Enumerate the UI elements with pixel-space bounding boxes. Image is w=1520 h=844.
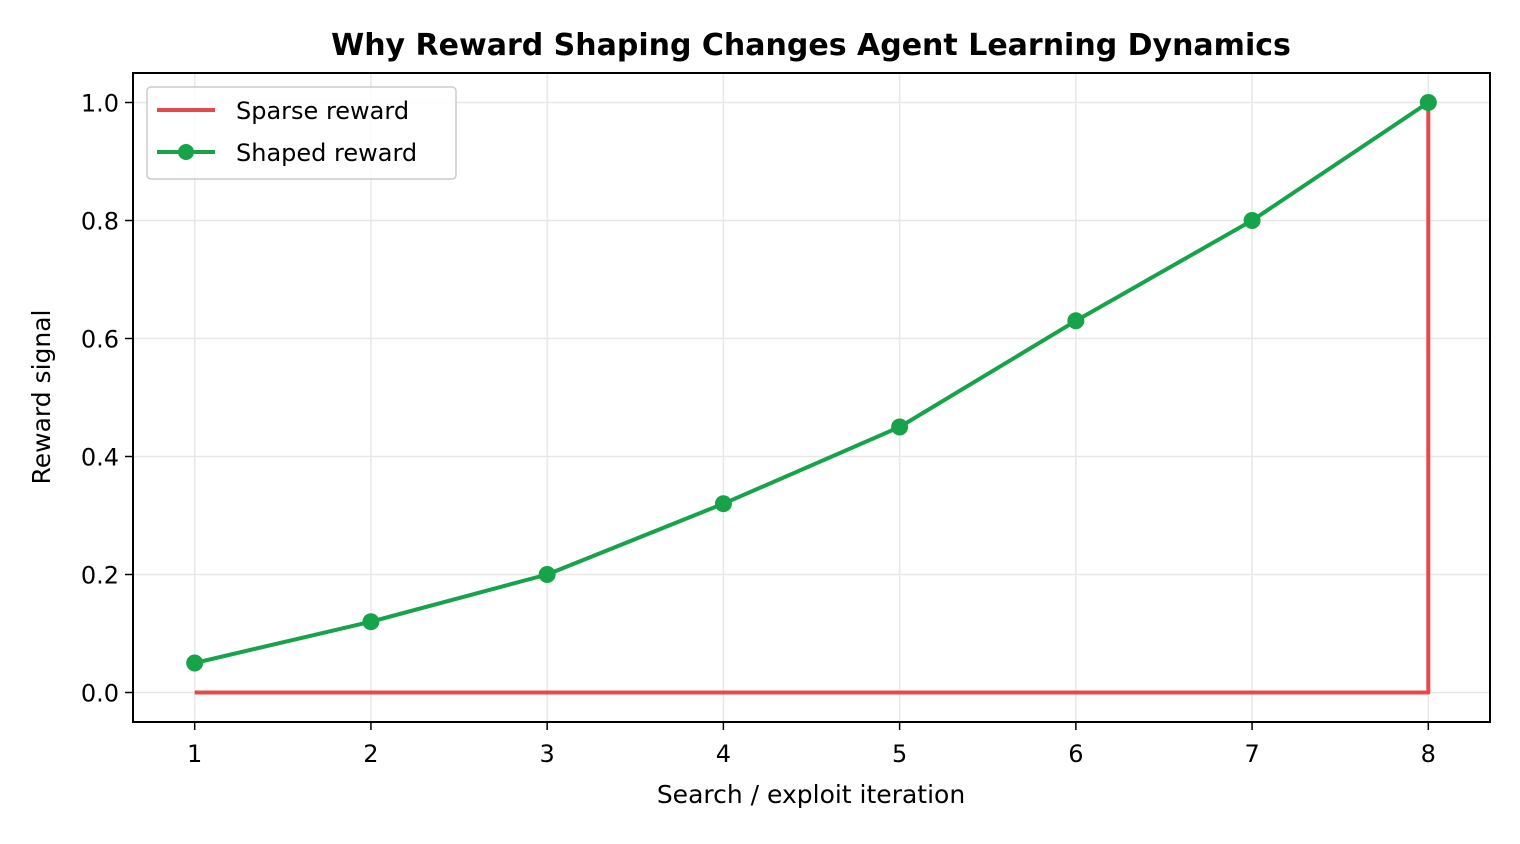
legend-sparse-label: Sparse reward — [236, 97, 409, 125]
axis-ticks: 1 2 3 4 5 6 7 8 0.0 0.2 0.4 0.6 0.8 1.0 — [81, 90, 1436, 769]
chart-title: Why Reward Shaping Changes Agent Learnin… — [331, 28, 1291, 63]
y-axis-label: Reward signal — [27, 310, 56, 485]
legend: Sparse reward Shaped reward — [146, 86, 457, 180]
sparse-reward-line — [194, 102, 1431, 695]
x-tick-label: 8 — [1421, 740, 1436, 768]
y-tick-label: 0.4 — [81, 444, 119, 472]
plot-area-frame — [132, 72, 1491, 723]
shaped-reward-point — [538, 566, 556, 583]
x-tick-label: 7 — [1244, 740, 1259, 768]
legend-box — [146, 86, 457, 180]
y-tick-label: 0.2 — [81, 562, 119, 590]
x-axis-label: Search / exploit iteration — [657, 780, 965, 809]
x-tick-label: 2 — [363, 740, 378, 768]
shaped-reward-line — [194, 100, 1430, 665]
legend-shaped-label: Shaped reward — [236, 139, 417, 167]
x-tick-label: 4 — [716, 740, 731, 768]
shaped-reward-point — [1243, 212, 1261, 229]
x-tick-label: 1 — [187, 740, 202, 768]
legend-shaped-marker — [178, 144, 194, 160]
x-tick-label: 6 — [1068, 740, 1083, 768]
series-lines — [186, 94, 1437, 695]
y-tick-label: 1.0 — [81, 90, 119, 118]
y-tick-label: 0.8 — [81, 208, 119, 236]
shaped-reward-point — [186, 654, 204, 672]
x-tick-label: 3 — [540, 740, 555, 768]
shaped-reward-point — [891, 418, 909, 436]
shaped-reward-point — [362, 613, 380, 631]
y-tick-label: 0.0 — [81, 680, 119, 708]
x-tick-label: 5 — [892, 740, 907, 768]
shaped-reward-point — [1419, 94, 1437, 111]
shaped-reward-point — [714, 495, 732, 513]
shaped-reward-point — [1067, 312, 1085, 330]
y-tick-label: 0.6 — [81, 326, 119, 354]
